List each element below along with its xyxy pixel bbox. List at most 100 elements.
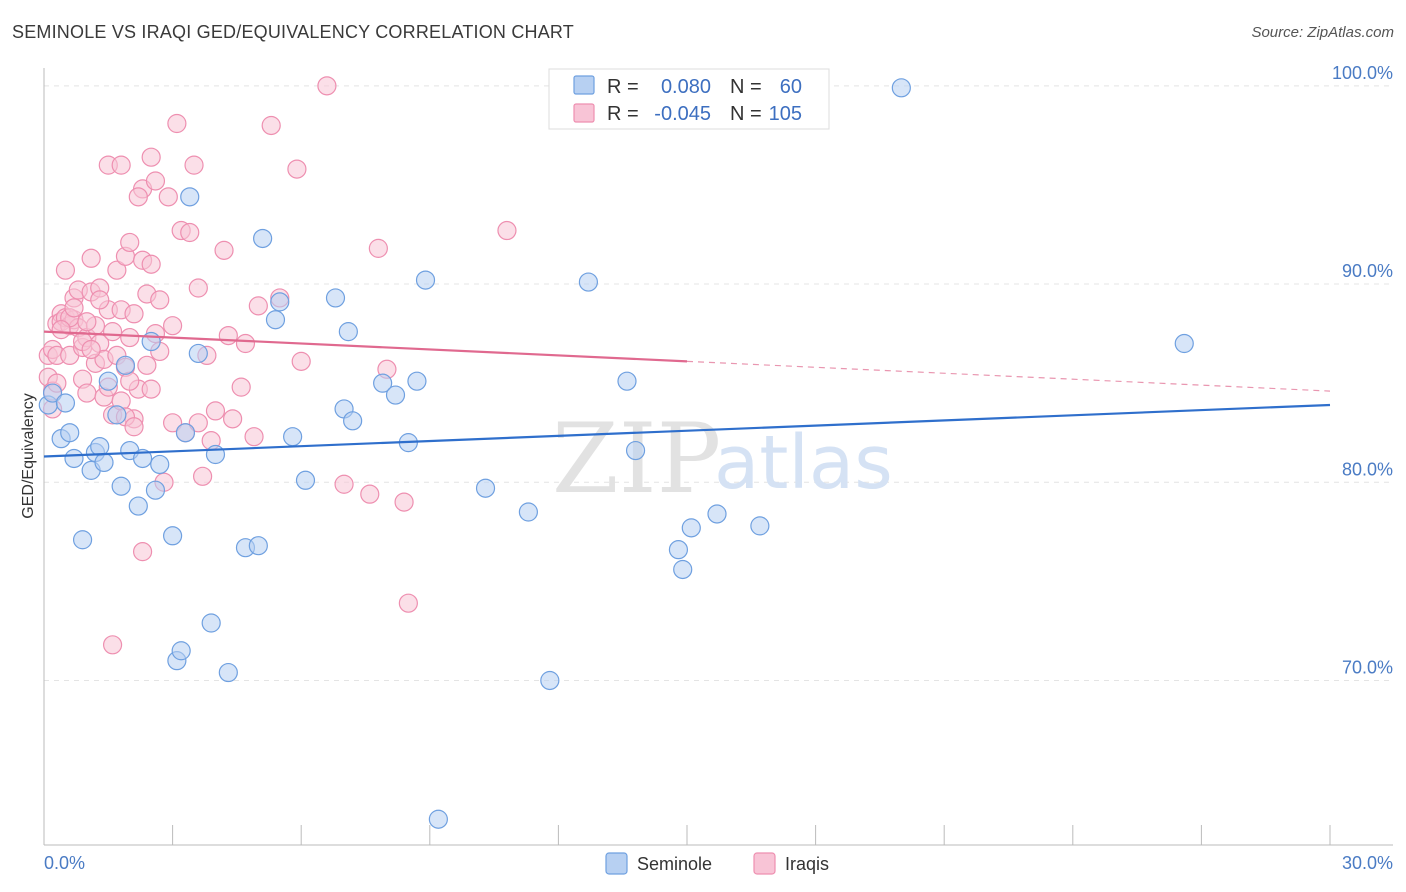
point-iraqis-48	[141, 147, 161, 167]
point-iraqis-31	[102, 322, 123, 342]
y-tick-label-90: 90.0%	[1342, 261, 1393, 281]
point-seminole-17	[132, 448, 153, 469]
legend-swatch-bottom-seminole	[605, 852, 628, 875]
point-iraqis-104	[124, 417, 144, 437]
series-legend: Seminole Iraqis	[605, 852, 829, 875]
legend-n-value-seminole: 60	[780, 76, 802, 98]
point-iraqis-86	[132, 542, 153, 562]
legend-swatch-seminole	[573, 75, 595, 95]
point-iraqis-77	[317, 76, 337, 96]
point-seminole-48	[540, 670, 560, 691]
point-seminole-37	[325, 288, 346, 308]
trend-line-iraqis-extrapolated	[686, 360, 1331, 392]
y-tick-label-80: 80.0%	[1342, 459, 1393, 479]
point-seminole-55	[707, 504, 727, 524]
point-iraqis-63	[193, 466, 213, 486]
point-iraqis-69	[231, 377, 251, 397]
point-iraqis-55	[163, 413, 183, 433]
legend-label-seminole: Seminole	[637, 854, 712, 874]
point-seminole-14	[115, 355, 136, 375]
point-seminole-50	[617, 371, 637, 391]
point-seminole-59	[428, 809, 448, 829]
point-seminole-11	[98, 371, 118, 391]
point-iraqis-70	[235, 333, 256, 354]
point-seminole-29	[218, 662, 238, 683]
point-seminole-57	[891, 78, 911, 98]
point-iraqis-56	[167, 113, 187, 134]
point-seminole-19	[145, 480, 166, 500]
point-iraqis-71	[244, 427, 264, 447]
point-seminole-58	[1174, 333, 1194, 354]
legend-r-value-iraqis: -0.045	[654, 103, 711, 125]
point-iraqis-67	[218, 325, 238, 346]
point-iraqis-60	[184, 155, 204, 175]
point-seminole-3	[55, 393, 76, 413]
point-seminole-54	[681, 518, 701, 538]
legend-swatch-bottom-iraqis	[753, 852, 776, 875]
point-iraqis-85	[102, 635, 123, 655]
point-iraqis-49	[141, 254, 161, 274]
point-seminole-39	[338, 322, 358, 342]
legend-n-label-iraqis: N =	[730, 103, 762, 125]
point-iraqis-80	[368, 238, 388, 258]
point-seminole-24	[175, 423, 196, 443]
point-seminole-46	[475, 478, 496, 498]
stats-legend: R = 0.080 N = 60 R = -0.045 N = 105	[548, 68, 830, 130]
point-iraqis-79	[360, 484, 380, 504]
y-tick-label-70: 70.0%	[1342, 657, 1393, 677]
point-seminole-27	[201, 613, 221, 633]
point-iraqis-66	[214, 240, 234, 260]
watermark-atlas: atlas	[714, 420, 893, 506]
y-tick-label-100: 100.0%	[1332, 63, 1393, 83]
point-seminole-41	[373, 373, 393, 393]
point-iraqis-82	[394, 492, 414, 512]
point-iraqis-84	[497, 220, 517, 241]
point-seminole-56	[750, 516, 770, 536]
point-seminole-10	[94, 452, 114, 473]
x-tick-label-min: 0.0%	[44, 853, 85, 873]
point-iraqis-9	[55, 260, 76, 280]
point-iraqis-42	[124, 304, 144, 324]
gridlines	[44, 85, 1393, 681]
point-seminole-42	[385, 385, 406, 405]
point-iraqis-83	[398, 593, 418, 613]
y-tick-labels: 70.0% 80.0% 90.0% 100.0%	[1332, 63, 1393, 678]
legend-r-value-seminole: 0.080	[661, 76, 711, 98]
point-iraqis-88	[90, 290, 110, 310]
point-iraqis-94	[111, 155, 131, 175]
trend-line-iraqis	[43, 330, 688, 363]
point-seminole-36	[295, 470, 316, 490]
x-tick-label-max: 30.0%	[1342, 853, 1393, 873]
series-iraqis-points	[38, 76, 517, 655]
point-iraqis-33	[107, 260, 127, 280]
point-seminole-45	[415, 270, 436, 290]
legend-r-label-iraqis: R =	[607, 103, 639, 125]
point-iraqis-96	[64, 298, 84, 318]
point-seminole-49	[578, 272, 599, 292]
point-iraqis-50	[145, 171, 166, 191]
point-seminole-53	[673, 559, 693, 580]
point-iraqis-75	[287, 159, 307, 179]
point-seminole-40	[343, 411, 363, 431]
point-iraqis-21	[81, 248, 101, 268]
source-label: Source: ZipAtlas.com	[1251, 24, 1394, 41]
point-iraqis-59	[180, 222, 200, 243]
point-iraqis-68	[223, 409, 243, 429]
point-seminole-16	[128, 496, 148, 516]
stats-legend-box	[548, 68, 830, 130]
legend-label-iraqis: Iraqis	[785, 854, 829, 874]
point-seminole-52	[668, 540, 689, 560]
point-iraqis-40	[120, 327, 140, 348]
point-iraqis-52	[150, 290, 170, 310]
point-iraqis-87	[128, 187, 148, 207]
legend-n-value-iraqis: 105	[769, 103, 802, 125]
point-seminole-26	[188, 343, 208, 364]
point-seminole-47	[518, 502, 538, 522]
point-iraqis-72	[248, 296, 268, 316]
point-seminole-44	[407, 371, 427, 391]
point-iraqis-95	[141, 379, 161, 399]
point-iraqis-92	[120, 371, 140, 391]
point-seminole-34	[270, 292, 290, 312]
point-seminole-25	[180, 187, 200, 207]
